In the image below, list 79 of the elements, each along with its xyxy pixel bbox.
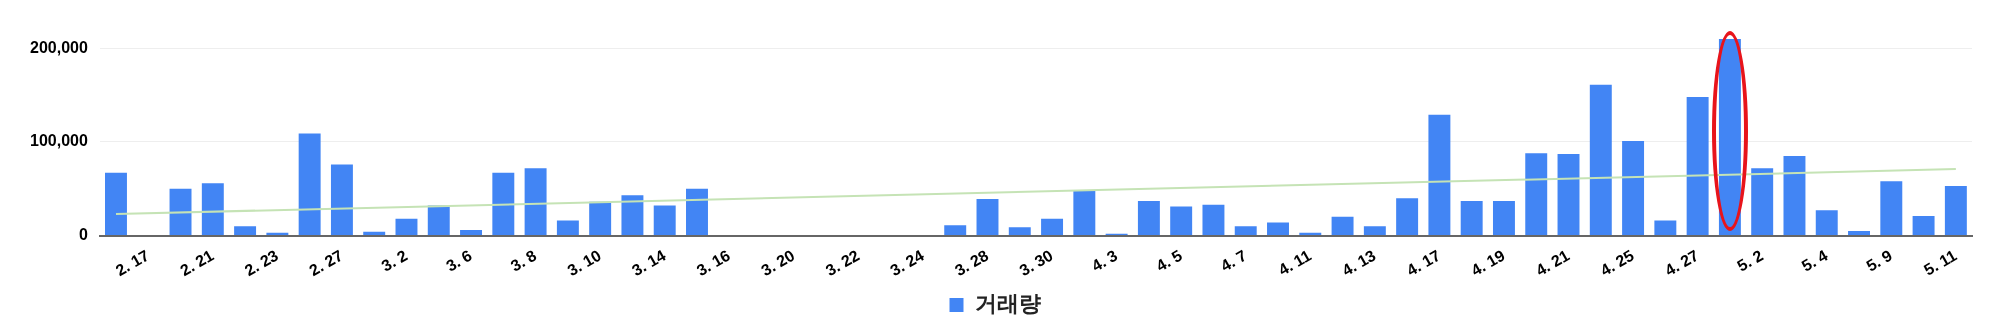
x-tick-label: 4. 3: [1088, 246, 1121, 275]
bar: [524, 168, 547, 236]
bar: [1428, 114, 1451, 236]
bar: [1073, 190, 1096, 236]
bar: [1912, 215, 1935, 236]
x-tick-label: 3. 14: [629, 246, 669, 280]
bar: [460, 229, 483, 236]
bar: [201, 183, 224, 236]
x-tick-label: 5. 9: [1863, 246, 1896, 275]
bar: [1137, 200, 1160, 236]
x-tick-label: 5. 2: [1734, 246, 1766, 275]
bar: [330, 164, 353, 236]
legend-label: 거래량: [974, 291, 1041, 317]
bar: [556, 220, 579, 236]
y-tick-label: 100,000: [29, 132, 88, 150]
bar: [1363, 226, 1386, 236]
x-tick-label: 2. 27: [306, 246, 346, 280]
bar: [1557, 154, 1580, 236]
bar: [1783, 156, 1806, 236]
x-tick-label: 5. 11: [1921, 246, 1960, 279]
bar: [395, 218, 418, 236]
x-tick-label: 4. 19: [1468, 246, 1508, 280]
x-tick-label: 5. 4: [1798, 246, 1831, 275]
bar: [1686, 97, 1709, 236]
bar: [234, 226, 257, 236]
bar: [298, 133, 321, 236]
x-tick-label: 2. 17: [112, 246, 153, 280]
bar: [1331, 216, 1354, 236]
bar: [492, 172, 515, 236]
x-tick-label: 3. 22: [822, 246, 863, 280]
x-tick-label: 4. 25: [1597, 246, 1637, 280]
bar: [1525, 153, 1548, 236]
bar: [1751, 168, 1774, 236]
bar: [1944, 185, 1967, 236]
x-tick-label: 2. 23: [241, 246, 282, 280]
bar: [1396, 198, 1419, 236]
x-tick-label: 3. 2: [378, 246, 411, 275]
x-tick-label: 3. 16: [693, 246, 734, 280]
bar: [1267, 222, 1289, 236]
bar: [1622, 141, 1645, 236]
bar: [1041, 218, 1064, 236]
bar: [1008, 227, 1031, 236]
bar: [1234, 226, 1257, 236]
x-tick-label: 2. 21: [177, 246, 217, 280]
y-tick-label: 200,000: [29, 38, 88, 56]
bar: [621, 195, 644, 236]
bar: [1654, 220, 1677, 236]
bar: [363, 231, 386, 236]
bar: [1170, 206, 1193, 236]
bar: [1815, 210, 1838, 236]
bar: [653, 205, 676, 236]
bar: [944, 225, 967, 236]
x-tick-label: 4. 13: [1339, 246, 1379, 280]
x-tick-label: 4. 27: [1662, 246, 1702, 280]
bar: [427, 205, 450, 236]
x-tick-label: 3. 30: [1016, 246, 1056, 280]
bar: [169, 188, 192, 236]
x-tick-label: 4. 7: [1217, 246, 1250, 275]
bar: [589, 201, 612, 236]
x-tick-label: 4. 11: [1275, 246, 1315, 279]
x-tick-label: 3. 10: [564, 246, 604, 280]
bar: [686, 188, 708, 236]
bar: [1202, 204, 1225, 236]
x-tick-label: 3. 20: [758, 246, 798, 280]
bar: [105, 172, 127, 236]
bar: [1589, 84, 1612, 236]
x-tick-label: 4. 21: [1532, 246, 1573, 280]
x-tick-label: 3. 8: [507, 246, 540, 275]
bar: [1460, 200, 1483, 236]
x-tick-label: 4. 17: [1403, 246, 1444, 280]
x-tick-label: 4. 5: [1153, 246, 1185, 275]
y-tick-label: 0: [78, 225, 88, 243]
x-tick-label: 3. 24: [887, 246, 927, 280]
bar: [1848, 230, 1870, 236]
bar: [976, 199, 999, 236]
bar: [1492, 200, 1515, 236]
x-tick-label: 3. 6: [443, 246, 475, 275]
x-tick-label: 3. 28: [951, 246, 992, 280]
bar: [1880, 181, 1903, 236]
